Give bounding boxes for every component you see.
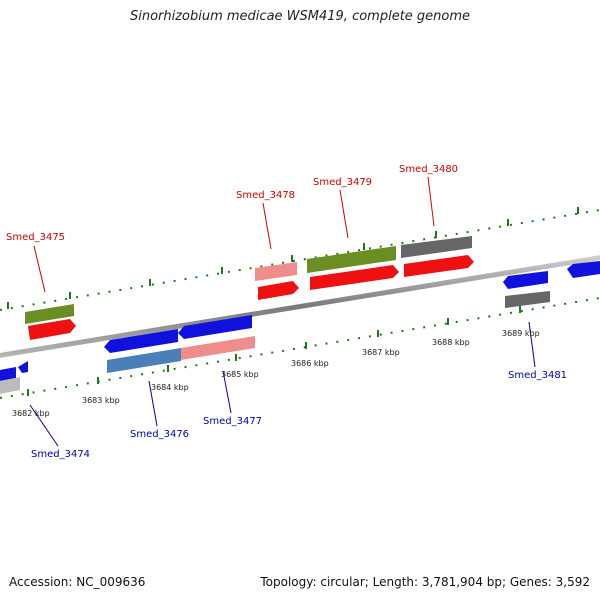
label-smed-3481[interactable]: Smed_3481 [508,370,567,381]
gene-smed-3475-cds[interactable] [28,319,76,340]
reverse-labels: Smed_3474 Smed_3476 Smed_3477 Smed_3481 [31,370,567,460]
gene-smed-3478-cds[interactable] [258,281,299,300]
outer-tick-ring [0,209,600,311]
genome-backbone [0,255,600,358]
reverse-features [0,261,600,394]
gene-fragment-left-arrow[interactable] [18,361,28,373]
inner-tick-ring [0,297,600,399]
gene-smed-3477-feature[interactable] [181,336,255,360]
ruler-labels: 3682 kbp 3683 kbp 3684 kbp 3685 kbp 3686… [12,329,540,418]
gene-smed-3478-feature[interactable] [255,262,297,281]
outer-major-ticks [7,207,579,309]
accession-text: Accession: NC_009636 [9,575,146,589]
gene-smed-3479-cds[interactable] [310,265,399,290]
forward-label-leaders [33,176,435,293]
map-title: Sinorhizobium medicae WSM419, complete g… [129,9,471,24]
gene-smed-3476-cds[interactable] [104,329,178,353]
label-smed-3475[interactable]: Smed_3475 [6,232,65,243]
label-smed-3479[interactable]: Smed_3479 [313,177,372,188]
forward-labels: Smed_3475 Smed_3478 Smed_3479 Smed_3480 [6,164,458,243]
label-smed-3477[interactable]: Smed_3477 [203,416,262,427]
label-smed-3478[interactable]: Smed_3478 [236,190,295,201]
ruler-label: 3688 kbp [432,338,470,347]
gene-smed-3480-cds[interactable] [404,255,474,277]
forward-features [25,236,474,340]
gene-fragment-left-cds[interactable] [0,367,16,381]
label-smed-3480[interactable]: Smed_3480 [399,164,458,175]
label-smed-3476[interactable]: Smed_3476 [130,429,189,440]
gene-smed-3481-feature[interactable] [505,291,550,308]
ruler-label: 3689 kbp [502,329,540,338]
gene-smed-3475-feature[interactable] [25,304,74,324]
inner-major-ticks [27,306,521,396]
reverse-label-leaders [29,321,536,447]
gene-smed-3476-feature[interactable] [107,348,181,373]
ruler-label: 3684 kbp [151,383,189,392]
label-smed-3474[interactable]: Smed_3474 [31,449,90,460]
ruler-label: 3685 kbp [221,370,259,379]
genome-summary-text: Topology: circular; Length: 3,781,904 bp… [260,575,590,589]
ruler-label: 3682 kbp [12,409,50,418]
ruler-label: 3686 kbp [291,359,329,368]
ruler-label: 3687 kbp [362,348,400,357]
gene-smed-3480-feature[interactable] [401,236,472,258]
gene-smed-3479-feature[interactable] [307,246,396,273]
gene-smed-3481-cds[interactable] [503,271,548,289]
gene-smed-3477-cds[interactable] [178,315,252,339]
gene-smed-3474-feature[interactable] [0,377,20,394]
ruler-label: 3683 kbp [82,396,120,405]
gene-fragment-right-cds[interactable] [567,261,600,278]
